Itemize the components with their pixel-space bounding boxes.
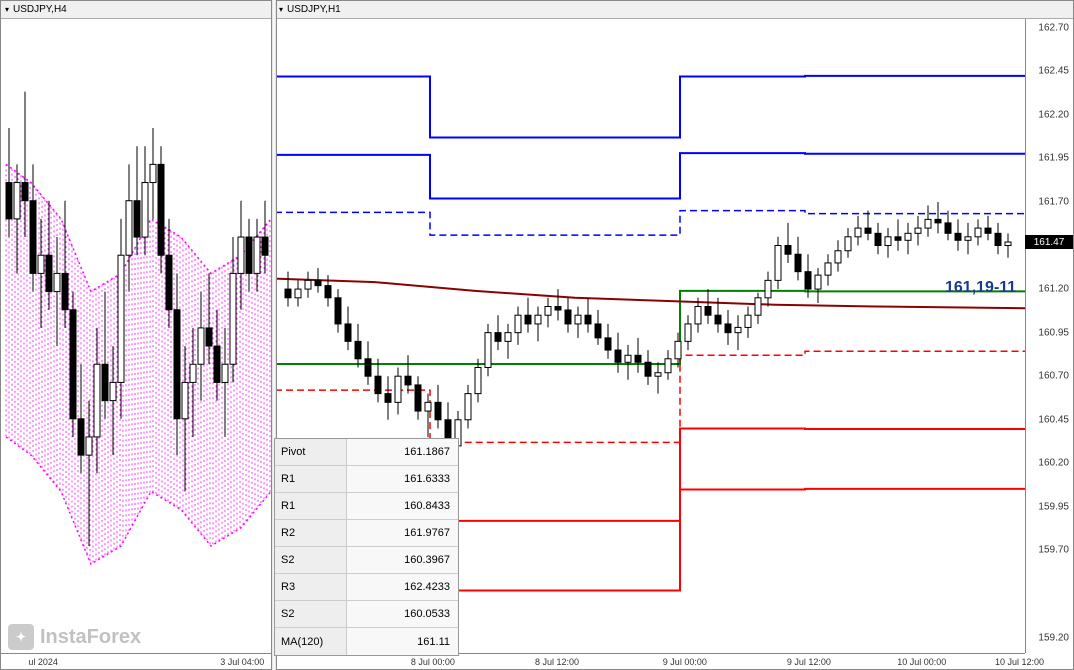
pivot-value: 161.11 xyxy=(347,628,458,655)
y-axis-tick: 160.45 xyxy=(1038,414,1069,425)
pivot-value: 160.0533 xyxy=(347,601,458,627)
pivot-table-row: S2160.0533 xyxy=(275,601,458,628)
right-chart-header[interactable]: ▾ USDJPY,H1 xyxy=(275,1,1073,19)
pivot-value: 160.3967 xyxy=(347,547,458,573)
pivot-table-row: MA(120)161.11 xyxy=(275,628,458,655)
watermark-text: InstaForex xyxy=(40,626,141,649)
y-axis-tick: 161.20 xyxy=(1038,284,1069,295)
pivot-value: 161.1867 xyxy=(347,439,458,465)
y-axis-tick: 162.70 xyxy=(1038,22,1069,33)
right-y-axis: 162.70 162.45 162.20 161.95 161.70 161.20 160.… xyxy=(1025,19,1073,653)
x-axis-tick: ul 2024 xyxy=(28,657,58,667)
x-axis-tick: 3 Jul 04:00 xyxy=(220,657,264,667)
price-annotation: 161,19-11 xyxy=(945,279,1016,297)
left-x-axis: ul 2024 3 Jul 04:00 xyxy=(1,653,273,669)
x-axis-tick: 8 Jul 12:00 xyxy=(535,657,579,667)
pivot-value: 162.4233 xyxy=(347,574,458,600)
pivot-table-row: R1160.8433 xyxy=(275,493,458,520)
pivot-table-row: R3162.4233 xyxy=(275,574,458,601)
y-axis-tick: 162.20 xyxy=(1038,109,1069,120)
right-chart-symbol: USDJPY,H1 xyxy=(287,4,341,15)
left-chart-symbol: USDJPY,H4 xyxy=(13,4,67,15)
left-chart-area[interactable]: ul 2024 3 Jul 04:00 xyxy=(1,19,273,669)
pivot-label: Pivot xyxy=(275,439,347,465)
pivot-table-row: R2161.9767 xyxy=(275,520,458,547)
y-axis-tick: 159.95 xyxy=(1038,501,1069,512)
pivot-label: S2 xyxy=(275,601,347,627)
left-plot-area xyxy=(1,19,273,653)
pivot-table-row: S2160.3967 xyxy=(275,547,458,574)
pivot-label: R1 xyxy=(275,466,347,492)
left-chart-header[interactable]: ▾ USDJPY,H4 xyxy=(1,1,273,19)
pivot-value: 161.9767 xyxy=(347,520,458,546)
pivot-value: 160.8433 xyxy=(347,493,458,519)
y-axis-tick: 160.20 xyxy=(1038,458,1069,469)
y-axis-tick: 162.45 xyxy=(1038,66,1069,77)
chart-container: ▾ USDJPY,H4 ul 2024 3 Jul 04:00 ▾ USDJPY,… xyxy=(0,0,1074,670)
left-chart-panel: ▾ USDJPY,H4 ul 2024 3 Jul 04:00 xyxy=(0,0,274,670)
pivot-table-row: R1161.6333 xyxy=(275,466,458,493)
y-axis-tick: 160.95 xyxy=(1038,327,1069,338)
pivot-table: Pivot161.1867R1161.6333R1160.8433R2161.9… xyxy=(274,438,459,656)
y-axis-tick: 160.70 xyxy=(1038,371,1069,382)
x-axis-tick: 9 Jul 12:00 xyxy=(787,657,831,667)
y-axis-tick: 161.70 xyxy=(1038,196,1069,207)
chevron-down-icon: ▾ xyxy=(279,5,283,14)
watermark-logo-icon: ✦ xyxy=(8,624,34,650)
pivot-table-row: Pivot161.1867 xyxy=(275,439,458,466)
y-axis-tick: 159.20 xyxy=(1038,632,1069,643)
current-price-tag: 161.47 xyxy=(1025,235,1073,249)
watermark: ✦ InstaForex xyxy=(8,624,141,650)
y-axis-tick: 159.70 xyxy=(1038,545,1069,556)
x-axis-tick: 8 Jul 00:00 xyxy=(411,657,455,667)
x-axis-tick: 9 Jul 00:00 xyxy=(663,657,707,667)
y-axis-tick: 161.95 xyxy=(1038,153,1069,164)
x-axis-tick: 10 Jul 00:00 xyxy=(897,657,946,667)
chevron-down-icon: ▾ xyxy=(5,5,9,14)
pivot-label: R2 xyxy=(275,520,347,546)
x-axis-tick: 10 Jul 12:00 xyxy=(995,657,1044,667)
pivot-label: MA(120) xyxy=(275,628,347,655)
pivot-label: S2 xyxy=(275,547,347,573)
pivot-value: 161.6333 xyxy=(347,466,458,492)
pivot-label: R3 xyxy=(275,574,347,600)
pivot-label: R1 xyxy=(275,493,347,519)
